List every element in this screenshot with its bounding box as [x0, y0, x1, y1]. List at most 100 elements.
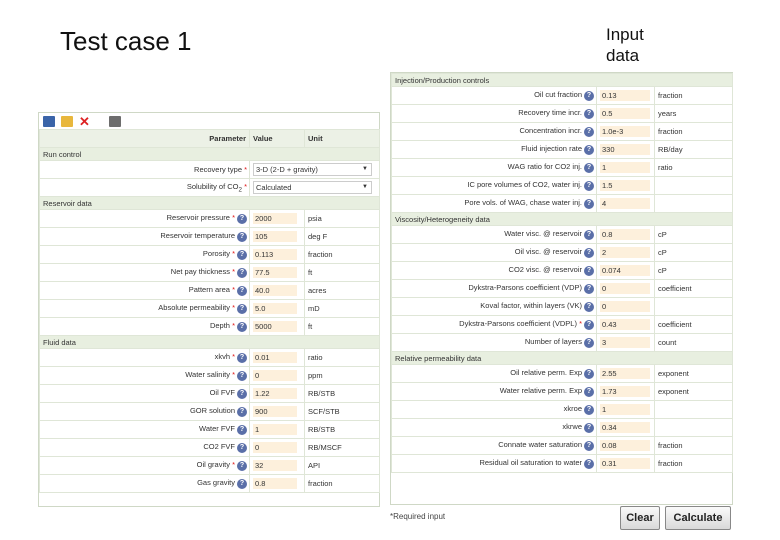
relperm-value-input[interactable]: 0.08: [600, 440, 650, 451]
parameter-label: Depth: [209, 321, 230, 331]
viscosity-value-input[interactable]: 0.074: [600, 265, 650, 276]
relperm-value-input[interactable]: 2.55: [600, 368, 650, 379]
help-icon[interactable]: ?: [584, 404, 594, 415]
relperm-unit: exponent: [653, 364, 734, 383]
delete-icon[interactable]: ✕: [79, 113, 90, 129]
help-icon[interactable]: ?: [584, 90, 594, 101]
fluid-value-input[interactable]: 0: [253, 442, 297, 453]
help-icon[interactable]: ?: [584, 144, 594, 155]
help-icon[interactable]: ?: [584, 247, 594, 258]
fluid-label: Water salinity *?: [39, 366, 250, 385]
relperm-value-input[interactable]: 0.31: [600, 458, 650, 469]
help-icon[interactable]: ?: [584, 198, 594, 209]
required-marker: *: [229, 352, 235, 362]
injection-value-input[interactable]: 1: [600, 162, 650, 173]
help-icon[interactable]: ?: [237, 231, 247, 242]
help-icon[interactable]: ?: [584, 458, 594, 469]
injection-label: Concentration incr.?: [391, 122, 597, 141]
injection-value-input[interactable]: 1.5: [600, 180, 650, 191]
side-title-line2: data: [606, 46, 640, 65]
fluid-value-input[interactable]: 0.8: [253, 478, 297, 489]
fluid-value-input[interactable]: 0.01: [253, 352, 297, 363]
reservoir-value-input[interactable]: 105: [253, 231, 297, 242]
injection-value-input[interactable]: 1.0e-3: [600, 126, 650, 137]
reservoir-row: Porosity *? 0.113 fraction: [39, 245, 380, 264]
fluid-value-input[interactable]: 1: [253, 424, 297, 435]
injection-value-input[interactable]: 4: [600, 198, 650, 209]
help-icon[interactable]: ?: [237, 388, 247, 399]
fluid-value-input[interactable]: 1.22: [253, 388, 297, 399]
fluid-unit: RB/MSCF: [304, 438, 380, 457]
help-icon[interactable]: ?: [584, 337, 594, 348]
injection-label: IC pore volumes of CO2, water inj.?: [391, 176, 597, 195]
help-icon[interactable]: ?: [584, 162, 594, 173]
help-icon[interactable]: ?: [584, 126, 594, 137]
help-icon[interactable]: ?: [237, 460, 247, 471]
calculate-button[interactable]: Calculate: [665, 506, 731, 530]
reservoir-value-input[interactable]: 0.113: [253, 249, 297, 260]
fluid-label: Gas gravity?: [39, 474, 250, 493]
reservoir-value-input[interactable]: 77.5: [253, 267, 297, 278]
reservoir-value-input[interactable]: 40.0: [253, 285, 297, 296]
help-icon[interactable]: ?: [584, 386, 594, 397]
save-icon[interactable]: [43, 115, 55, 127]
recovery-type-select[interactable]: 3-D (2-D + gravity) ▼: [253, 163, 372, 176]
fluid-row: Water salinity *? 0 ppm: [39, 366, 380, 385]
right-input-panel: Injection/Production controls Oil cut fr…: [390, 72, 734, 505]
help-icon[interactable]: ?: [584, 319, 594, 330]
help-icon[interactable]: ?: [237, 424, 247, 435]
reservoir-label: Porosity *?: [39, 245, 250, 264]
reservoir-value-input[interactable]: 5000: [253, 321, 297, 332]
help-icon[interactable]: ?: [584, 180, 594, 191]
help-icon[interactable]: ?: [237, 321, 247, 332]
injection-value-input[interactable]: 0.5: [600, 108, 650, 119]
injection-row: Oil cut fraction? 0.13 fraction: [391, 86, 734, 105]
parameter-label: Oil FVF: [209, 388, 235, 398]
viscosity-value-input[interactable]: 0: [600, 301, 650, 312]
viscosity-value-input[interactable]: 0.8: [600, 229, 650, 240]
relperm-value-input[interactable]: 1: [600, 404, 650, 415]
fluid-value-input[interactable]: 0: [253, 370, 297, 381]
clear-button[interactable]: Clear: [620, 506, 660, 530]
help-icon[interactable]: ?: [237, 249, 247, 260]
viscosity-value-input[interactable]: 0.43: [600, 319, 650, 330]
required-marker: *: [576, 319, 582, 329]
injection-value-input[interactable]: 0.13: [600, 90, 650, 101]
help-icon[interactable]: ?: [237, 478, 247, 489]
help-icon[interactable]: ?: [237, 285, 247, 296]
help-icon[interactable]: ?: [237, 442, 247, 453]
help-icon[interactable]: ?: [584, 283, 594, 294]
fluid-value-input[interactable]: 900: [253, 406, 297, 417]
help-icon[interactable]: ?: [584, 108, 594, 119]
viscosity-value-input[interactable]: 3: [600, 337, 650, 348]
injection-row: Concentration incr.? 1.0e-3 fraction: [391, 122, 734, 141]
reservoir-value-input[interactable]: 5.0: [253, 303, 297, 314]
help-icon[interactable]: ?: [237, 267, 247, 278]
value-header: Value: [249, 129, 305, 148]
help-icon[interactable]: ?: [237, 213, 247, 224]
help-icon[interactable]: ?: [237, 352, 247, 363]
solubility-select[interactable]: Calculated ▼: [253, 181, 372, 194]
injection-value-input[interactable]: 330: [600, 144, 650, 155]
help-icon[interactable]: ?: [584, 368, 594, 379]
help-icon[interactable]: ?: [584, 301, 594, 312]
viscosity-value-input[interactable]: 0: [600, 283, 650, 294]
parameter-label: Koval factor, within layers (VK): [480, 301, 582, 311]
help-icon[interactable]: ?: [237, 406, 247, 417]
help-icon[interactable]: ?: [584, 422, 594, 433]
help-icon[interactable]: ?: [584, 229, 594, 240]
viscosity-value-input[interactable]: 2: [600, 247, 650, 258]
help-icon[interactable]: ?: [584, 440, 594, 451]
relperm-value-input[interactable]: 1.73: [600, 386, 650, 397]
injection-label: WAG ratio for CO2 inj.?: [391, 158, 597, 177]
print-icon[interactable]: [109, 115, 121, 127]
relperm-value-input[interactable]: 0.34: [600, 422, 650, 433]
help-icon[interactable]: ?: [237, 303, 247, 314]
viscosity-label: Dykstra-Parsons coefficient (VDPL) *?: [391, 315, 597, 334]
relperm-label: Oil relative perm. Exp?: [391, 364, 597, 383]
reservoir-value-input[interactable]: 2000: [253, 213, 297, 224]
help-icon[interactable]: ?: [584, 265, 594, 276]
help-icon[interactable]: ?: [237, 370, 247, 381]
fluid-value-input[interactable]: 32: [253, 460, 297, 471]
open-icon[interactable]: [61, 115, 73, 127]
